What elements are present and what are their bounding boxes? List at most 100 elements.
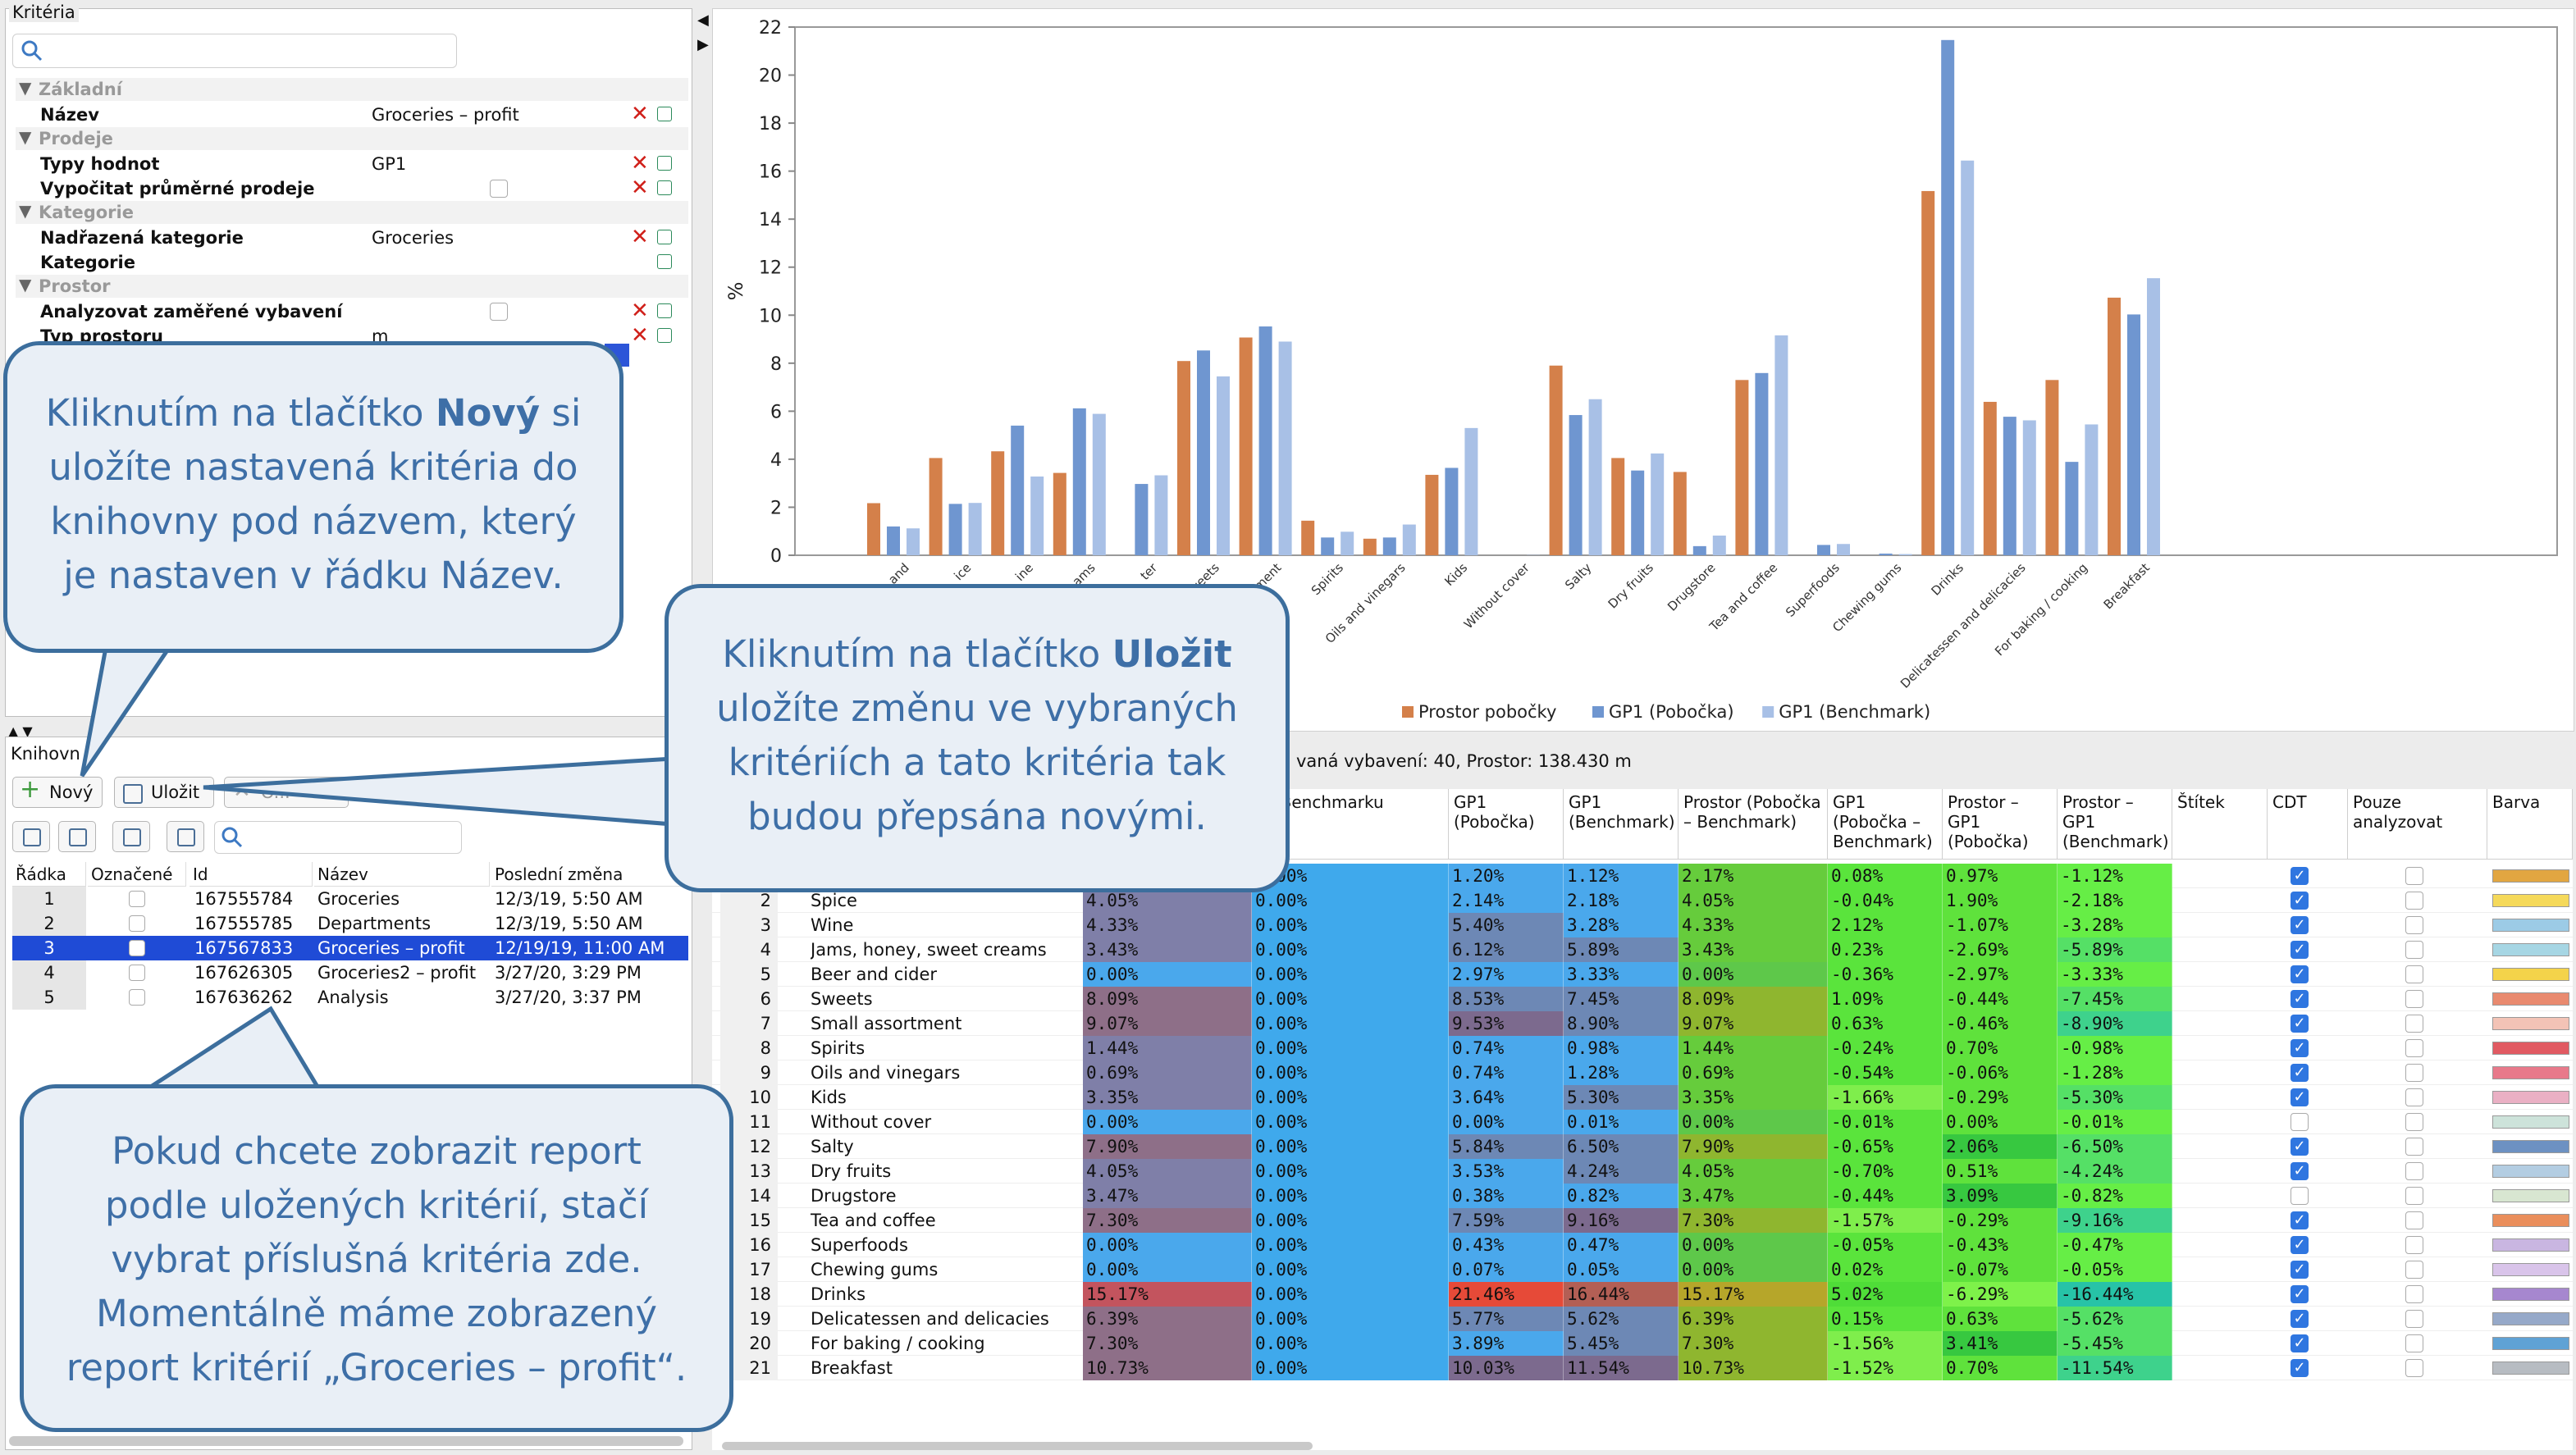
grid-cell[interactable]: 10.03%	[1449, 1356, 1564, 1380]
grid-cell[interactable]: 0.00%	[1252, 1110, 1449, 1134]
cdt-checkbox-checked[interactable]: ✓	[2291, 1162, 2309, 1180]
grid-cell[interactable]: 2.18%	[1564, 888, 1679, 913]
remove-icon[interactable]: ✕	[631, 225, 649, 249]
color-swatch[interactable]	[2492, 943, 2569, 956]
criteria-row[interactable]: Vypočitat průměrné prodeje ✕	[16, 176, 688, 201]
grid-cell[interactable]: 0.00%	[1252, 1011, 1449, 1036]
grid-cell[interactable]: 0.01%	[1564, 1110, 1679, 1134]
analyze-only-checkbox[interactable]	[2405, 1088, 2423, 1106]
grid-cell[interactable]: -0.24%	[1828, 1036, 1943, 1060]
grid-cell[interactable]: 3.47%	[1083, 1184, 1252, 1208]
color-swatch[interactable]	[2492, 1042, 2569, 1055]
grid-cell[interactable]: 1.28%	[1564, 1060, 1679, 1085]
grid-cell[interactable]: -0.46%	[1943, 1011, 2058, 1036]
grid-cell[interactable]: -0.01%	[1828, 1110, 1943, 1134]
color-swatch[interactable]	[2492, 968, 2569, 981]
grid-cell[interactable]: -5.89%	[2058, 937, 2172, 962]
edit-icon[interactable]	[657, 107, 672, 121]
grid-cell[interactable]: -6.50%	[2058, 1134, 2172, 1159]
other-button[interactable]: ✕ O...	[224, 777, 349, 808]
cdt-checkbox-checked[interactable]: ✓	[2291, 1088, 2309, 1106]
analyze-only-checkbox[interactable]	[2405, 916, 2423, 934]
remove-icon[interactable]: ✕	[631, 176, 649, 200]
library-row-checkbox[interactable]	[129, 989, 145, 1006]
analyze-only-checkbox[interactable]	[2405, 1261, 2423, 1279]
grid-cell[interactable]: -0.05%	[1828, 1233, 1943, 1257]
grid-cell[interactable]: 4.05%	[1679, 888, 1828, 913]
grid-cell[interactable]: -1.66%	[1828, 1085, 1943, 1110]
grid-cell[interactable]: 7.45%	[1564, 987, 1679, 1011]
cdt-checkbox-checked[interactable]: ✓	[2291, 1211, 2309, 1229]
grid-cell[interactable]: 3.43%	[1679, 937, 1828, 962]
grid-cell[interactable]: 0.00%	[1083, 1110, 1252, 1134]
criteria-row[interactable]: Typy hodnot GP1 ✕	[16, 152, 688, 176]
grid-cell[interactable]: -0.04%	[1828, 888, 1943, 913]
grid-cell[interactable]: 2.97%	[1449, 962, 1564, 987]
analyze-only-checkbox[interactable]	[2405, 867, 2423, 885]
new-button[interactable]: + Nový	[12, 775, 103, 808]
grid-cell[interactable]: -0.54%	[1828, 1060, 1943, 1085]
grid-cell[interactable]: -1.57%	[1828, 1208, 1943, 1233]
criteria-value[interactable]: Groceries – profit	[372, 105, 519, 125]
grid-cell[interactable]: 0.00%	[1252, 987, 1449, 1011]
criteria-row[interactable]: Analyzovat zaměřené vybavení ✕	[16, 299, 688, 324]
library-column-header[interactable]: Označené	[88, 862, 186, 887]
grid-cell[interactable]: -0.65%	[1828, 1134, 1943, 1159]
grid-cell[interactable]: 9.16%	[1564, 1208, 1679, 1233]
grid-horizontal-scrollbar[interactable]	[722, 1442, 1313, 1450]
remove-icon[interactable]: ✕	[631, 323, 649, 348]
grid-cell[interactable]: -16.44%	[2058, 1282, 2172, 1307]
edit-icon[interactable]	[657, 156, 672, 171]
grid-column-header[interactable]: CDT	[2268, 789, 2348, 860]
grid-cell[interactable]: 8.09%	[1679, 987, 1828, 1011]
grid-cell[interactable]: 0.43%	[1449, 1233, 1564, 1257]
grid-cell[interactable]: 0.97%	[1943, 864, 2058, 888]
grid-cell[interactable]: 21.46%	[1449, 1282, 1564, 1307]
grid-cell[interactable]: 11.54%	[1564, 1356, 1679, 1380]
grid-cell[interactable]: 0.00%	[1943, 1110, 2058, 1134]
color-swatch[interactable]	[2492, 1017, 2569, 1030]
grid-cell[interactable]: 15.17%	[1083, 1282, 1252, 1307]
copy-button[interactable]	[58, 821, 96, 852]
cdt-checkbox-checked[interactable]: ✓	[2291, 941, 2309, 959]
library-column-header[interactable]: Id	[190, 862, 313, 887]
cdt-checkbox-checked[interactable]: ✓	[2291, 1310, 2309, 1328]
grid-cell[interactable]: 0.00%	[1449, 1110, 1564, 1134]
grid-cell[interactable]: 8.09%	[1083, 987, 1252, 1011]
remove-icon[interactable]: ✕	[631, 151, 649, 176]
grid-cell[interactable]: 0.00%	[1679, 1233, 1828, 1257]
grid-cell[interactable]: 7.90%	[1679, 1134, 1828, 1159]
save-button[interactable]: Uložit	[114, 777, 214, 808]
grid-cell[interactable]: 9.53%	[1449, 1011, 1564, 1036]
grid-cell[interactable]: 0.00%	[1252, 1134, 1449, 1159]
grid-cell[interactable]: 1.44%	[1083, 1036, 1252, 1060]
grid-cell[interactable]: 3.47%	[1679, 1184, 1828, 1208]
analyze-only-checkbox[interactable]	[2405, 1015, 2423, 1033]
grid-cell[interactable]: -0.01%	[2058, 1110, 2172, 1134]
criteria-search-input[interactable]	[12, 34, 457, 68]
grid-cell[interactable]: 5.89%	[1564, 937, 1679, 962]
grid-cell[interactable]: 0.00%	[1252, 1233, 1449, 1257]
grid-cell[interactable]: 5.62%	[1564, 1307, 1679, 1331]
analyze-only-checkbox[interactable]	[2405, 1064, 2423, 1082]
remove-icon[interactable]: ✕	[631, 299, 649, 323]
color-swatch[interactable]	[2492, 1214, 2569, 1227]
grid-cell[interactable]: -1.52%	[1828, 1356, 1943, 1380]
collapse-left-arrow[interactable]: ◀	[697, 11, 709, 29]
analyze-only-checkbox[interactable]	[2405, 941, 2423, 959]
grid-cell[interactable]: 0.74%	[1449, 1060, 1564, 1085]
cdt-checkbox-checked[interactable]: ✓	[2291, 990, 2309, 1008]
grid-cell[interactable]: 0.69%	[1679, 1060, 1828, 1085]
color-swatch[interactable]	[2492, 894, 2569, 907]
library-row-checkbox[interactable]	[129, 940, 145, 956]
grid-cell[interactable]: 0.08%	[1828, 864, 1943, 888]
grid-cell[interactable]: -3.33%	[2058, 962, 2172, 987]
grid-cell[interactable]: 0.00%	[1252, 1307, 1449, 1331]
color-swatch[interactable]	[2492, 1263, 2569, 1276]
grid-cell[interactable]: 1.20%	[1449, 864, 1564, 888]
grid-cell[interactable]: -0.44%	[1943, 987, 2058, 1011]
analyze-only-checkbox[interactable]	[2405, 1211, 2423, 1229]
grid-cell[interactable]: 0.70%	[1943, 1356, 2058, 1380]
grid-cell[interactable]: 1.90%	[1943, 888, 2058, 913]
grid-cell[interactable]: 6.39%	[1083, 1307, 1252, 1331]
